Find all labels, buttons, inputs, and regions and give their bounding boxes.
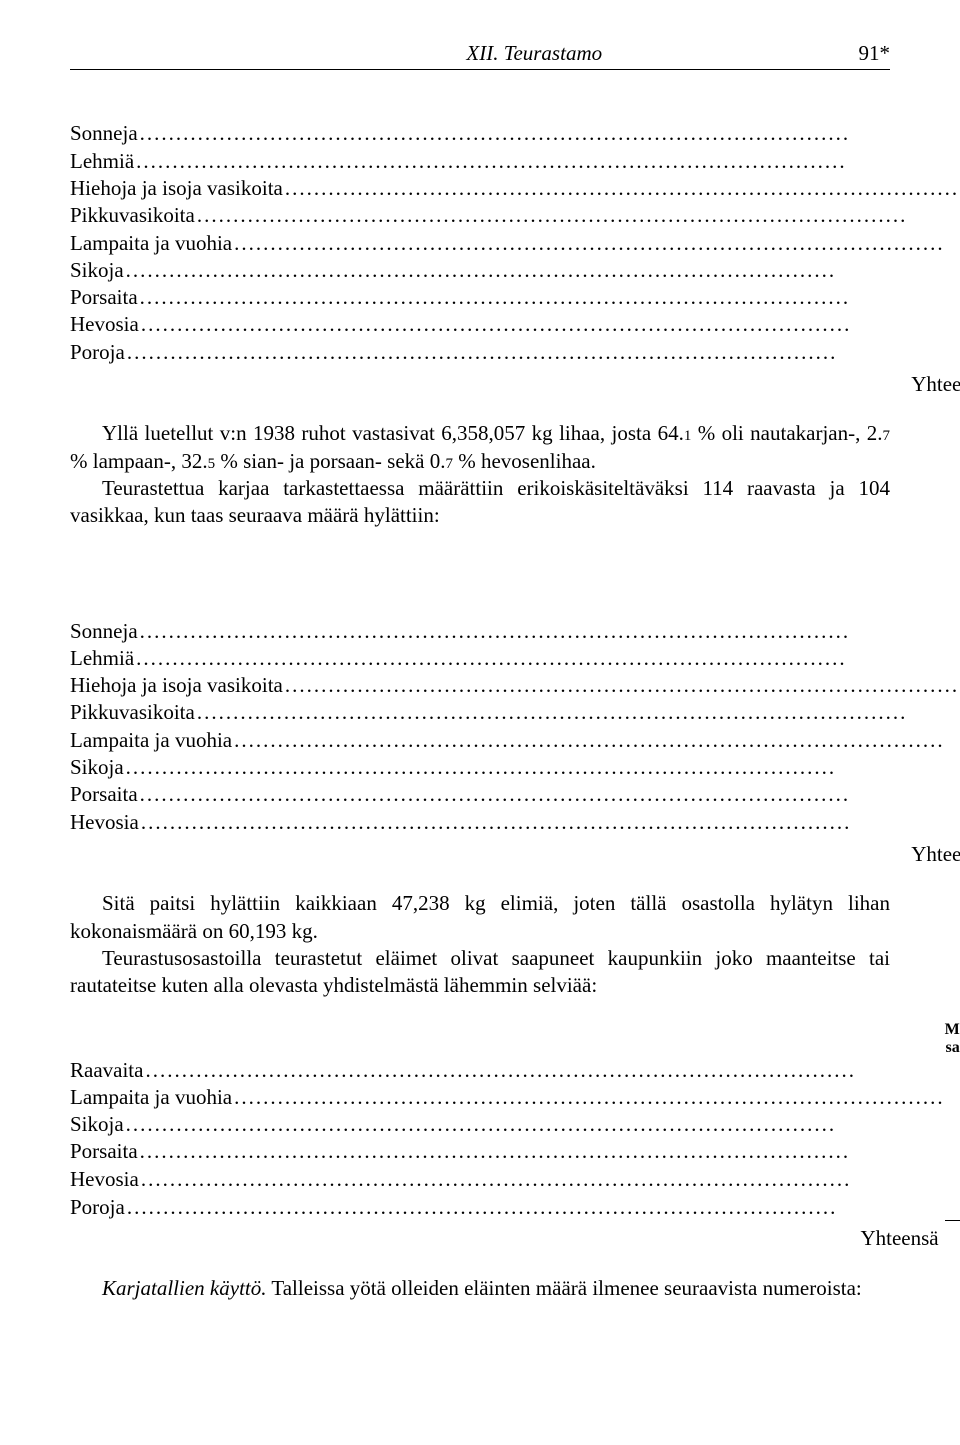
row-label: Hevosia [70,311,139,338]
total-label: Yhteensä [70,836,960,868]
fraction: 7 [883,428,891,444]
cell-value: 145 [945,1166,960,1193]
table-arrival: Maanteitsesaapuneita Rautateitsesaapunei… [70,1021,960,1252]
table-row: Lehmiä .................................… [70,148,960,175]
row-label: Lampaita ja vuohia [70,230,232,257]
cell-value: 14,335 [945,1057,960,1084]
fraction: 7 [445,456,453,472]
row-label: Lampaita ja vuohia [70,1084,232,1111]
table-rejected: Hylättyjä kokoruhoja, Hylättyjä ruhon-os… [70,552,960,869]
table-row: Hevosia ................................… [70,1166,960,1193]
col-header: Maanteitse [945,1021,960,1038]
header-center: XII. Teurastamo [326,40,602,67]
table-row: Sikoja .................................… [70,257,960,284]
table-row: Hevosia ................................… [70,311,960,338]
paragraph: Sitä paitsi hylättiin kaikkiaan 47,238 k… [70,890,890,999]
col-header: saapuneita [945,1039,960,1056]
row-label: Sikoja [70,257,124,284]
paragraph: Karjatallien käyttö. Talleissa yötä olle… [70,1275,890,1302]
row-label: Lehmiä [70,148,134,175]
text: Teurastusosastoilla teurastetut eläimet … [70,945,890,1000]
cell-value: 3,598 [945,1084,960,1111]
row-label: Porsaita [70,284,138,311]
page-header: XII. Teurastamo 91* [70,40,890,70]
table-row: Hiehoja ja isoja vasikoita .............… [70,175,960,202]
table-row: Lehmiä .................................… [70,645,960,672]
cell-value: 16,487 [945,1111,960,1138]
row-label: Sikoja [70,1111,124,1138]
table-row: Hiehoja ja isoja vasikoita .............… [70,672,960,699]
row-label: Sikoja [70,754,124,781]
text: % hevosenlihaa. [453,449,596,473]
text: % sian- ja porsaan- sekä 0. [215,449,445,473]
table-row: Porsaita ...............................… [70,781,960,808]
fraction: 5 [208,456,216,472]
table-row: Pikkuvasikoita .........................… [70,202,960,229]
row-label: Pikkuvasikoita [70,202,195,229]
row-label: Sonneja [70,618,138,645]
row-label: Poroja [70,339,125,366]
row-label: Porsaita [70,1138,138,1165]
table-row: Lampaita ja vuohia .....................… [70,230,960,257]
row-label: Porsaita [70,781,138,808]
table-row: Sikoja .................................… [70,1111,960,1138]
text: Sitä paitsi hylättiin kaikkiaan 47,238 k… [70,891,890,942]
row-label: Lampaita ja vuohia [70,727,232,754]
table-row: Sonneja ................................… [70,618,960,645]
table-row: Hevosia ................................… [70,809,960,837]
table-subheader-row: kpl kg kpl kg kg [70,601,960,618]
table-total-row: Yhteensä 34,604 50,763 85,367 [70,1221,960,1253]
table-row: Raavaita ...............................… [70,1057,960,1084]
row-label: Lehmiä [70,645,134,672]
row-label: Hiehoja ja isoja vasikoita [70,672,283,699]
header-pagenum: 91* [858,40,890,67]
row-label: Sonneja [70,120,138,147]
table-row: Sikoja .................................… [70,754,960,781]
table-annual-counts: 1934 1935 1936 1937 1938 Sonneja .......… [70,98,960,398]
text: Teurastettua karjaa tarkastettaessa määr… [70,475,890,530]
table-row: Lampaita ja vuohia .....................… [70,1084,960,1111]
text: Talleissa yötä olleiden eläinten määrä i… [266,1276,861,1300]
table-row: Poroja .................................… [70,1193,960,1221]
row-label: Pikkuvasikoita [70,699,195,726]
row-label: Hevosia [70,809,139,836]
table-row: Sonneja ................................… [70,120,960,147]
table-row: Poroja .................................… [70,339,960,367]
table-row: Porsaita ...............................… [70,284,960,311]
table-total-row: Yhteensä 111 10,552. 5 342 2,402. 5 12,9… [70,836,960,868]
table-header-row: Maanteitsesaapuneita Rautateitsesaapunei… [70,1021,960,1056]
paragraph: Yllä luetellut v:n 1938 ruhot vastasivat… [70,420,890,529]
cell-value: 38 [945,1138,960,1165]
text: Yllä luetellut v:n 1938 ruhot vastasivat… [102,421,684,445]
total-label: Yhteensä [70,1221,945,1253]
row-label: Raavaita [70,1057,143,1084]
table-row: Lampaita ja vuohia .....................… [70,727,960,754]
text-italic: Karjatallien käyttö. [102,1276,266,1300]
row-label: Poroja [70,1194,125,1221]
table-row: Porsaita ...............................… [70,1138,960,1165]
table-row: Pikkuvasikoita .........................… [70,699,960,726]
row-label: Hiehoja ja isoja vasikoita [70,175,283,202]
total-value: 34,604 [945,1221,960,1253]
table-header-row: Hylättyjä kokoruhoja, Hylättyjä ruhon-os… [70,552,960,602]
text: % oli nautakarjan-, 2. [691,421,882,445]
table-header-row: 1934 1935 1936 1937 1938 [70,98,960,120]
cell-value: 1 [945,1193,960,1221]
row-label: Hevosia [70,1166,139,1193]
text: % lampaan-, 32. [70,449,208,473]
total-label: Yhteensä [70,367,960,399]
table-total-row: Yhteensä 30,614 33,688 45,996 62,033 85,… [70,367,960,399]
